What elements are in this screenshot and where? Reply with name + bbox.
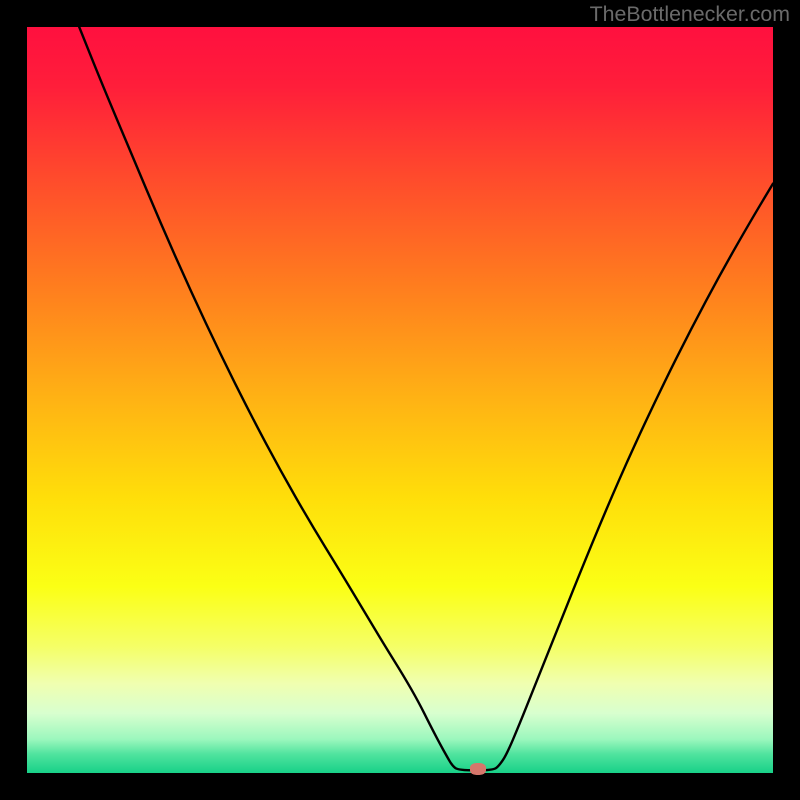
source-watermark: TheBottlenecker.com — [590, 2, 790, 27]
optimal-point-marker — [470, 763, 486, 775]
curve-path — [79, 27, 773, 770]
chart-frame: TheBottlenecker.com — [0, 0, 800, 800]
plot-area — [27, 27, 773, 773]
bottleneck-curve — [27, 27, 773, 773]
